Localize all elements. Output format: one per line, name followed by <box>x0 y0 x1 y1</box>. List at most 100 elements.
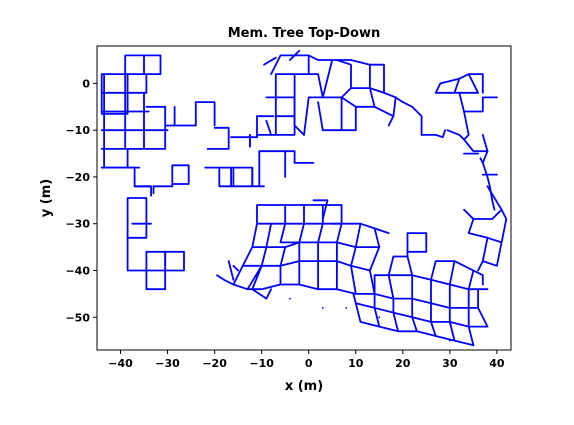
trajectory-segment <box>100 73 129 115</box>
trajectory-segment <box>373 274 395 300</box>
trajectory-segment <box>373 91 397 118</box>
trajectory-segment <box>354 302 475 347</box>
trajectory-segment <box>387 115 395 127</box>
trajectory-segment <box>406 232 428 258</box>
trajectory-segment <box>303 204 324 225</box>
y-tick-label: −10 <box>65 124 90 137</box>
trajectory-segment <box>265 119 273 136</box>
trajectory-segment <box>307 54 334 99</box>
trajectory-segment <box>164 250 185 272</box>
trajectory-segment <box>467 218 489 239</box>
trajectory-segment <box>430 260 456 286</box>
trajectory-segment <box>256 204 287 225</box>
trajectory-segment <box>340 96 357 132</box>
trajectory-segment <box>472 269 484 286</box>
trajectory-segment <box>448 283 470 309</box>
x-tick-label: 20 <box>395 357 411 370</box>
x-axis-ticks: −40 −30 −20 −10 0 10 20 30 40 <box>108 350 505 370</box>
trajectory-segment <box>401 101 423 136</box>
trajectory-segment <box>298 241 320 263</box>
trajectory-segment <box>373 227 390 235</box>
trajectory-segment <box>350 87 376 108</box>
trajectory-segment <box>350 59 371 89</box>
trajectory-segment <box>293 96 305 136</box>
trajectory-segment <box>458 91 465 113</box>
y-tick-label: −20 <box>65 171 90 184</box>
y-axis-label: y (m) <box>39 179 54 217</box>
trajectory-segment <box>446 96 498 141</box>
trajectory-segment <box>251 222 273 249</box>
trajectory-segment <box>232 264 240 272</box>
x-tick-label: 40 <box>489 357 505 370</box>
trajectory-segment <box>270 54 310 75</box>
trajectory-segment <box>467 288 480 309</box>
trajectory-segment <box>448 320 456 342</box>
trajectory-segment <box>303 73 324 136</box>
y-tick-label: −50 <box>65 311 90 324</box>
trajectory-segment <box>392 311 400 333</box>
trajectory-segment <box>394 96 404 103</box>
trajectory-segment <box>467 73 484 94</box>
trajectory-segment <box>453 260 475 291</box>
trajectory-segment <box>479 157 484 164</box>
x-tick-label: −10 <box>249 357 274 370</box>
trajectory-lines <box>100 49 508 347</box>
trajectory-segment <box>194 101 216 127</box>
trajectory-segment <box>420 133 444 139</box>
trajectory-segment <box>463 133 489 153</box>
chart-title: Mem. Tree Top-Down <box>228 26 381 41</box>
trajectory-segment <box>430 320 437 337</box>
trajectory-segment <box>352 292 357 305</box>
trajectory-segment <box>354 302 489 328</box>
y-tick-label: −40 <box>65 264 90 277</box>
trajectory-segment <box>368 63 385 94</box>
trajectory-segment <box>387 255 414 277</box>
trajectory-segment <box>206 126 230 150</box>
trajectory-segment <box>126 197 148 239</box>
trajectory-segment <box>260 246 287 267</box>
y-axis-ticks: 0 −10 −20 −30 −40 −50 <box>65 77 97 324</box>
x-tick-label: 30 <box>442 357 458 370</box>
trajectory-segment <box>463 208 475 220</box>
trajectory-segment <box>312 199 329 220</box>
trajectory-segment <box>279 222 305 244</box>
trajectory-segment <box>467 325 475 347</box>
trajectory-segment <box>227 260 235 281</box>
trajectory-segment <box>284 204 305 225</box>
trajectory-segment <box>486 185 503 211</box>
trajectory-segment <box>145 250 167 272</box>
trajectory-segment <box>251 264 273 300</box>
x-tick-label: −20 <box>202 357 227 370</box>
trajectory-segment <box>274 73 296 99</box>
trajectory-segment <box>263 56 277 66</box>
x-tick-label: 10 <box>348 357 364 370</box>
trajectory-segment <box>218 166 233 188</box>
trajectory-segment <box>258 150 315 164</box>
trajectory-segment <box>288 49 301 61</box>
trajectory-segment <box>279 241 301 267</box>
y-tick-label: 0 <box>82 77 90 90</box>
trajectory-segment <box>317 241 338 263</box>
trajectory-segment <box>354 222 381 249</box>
trajectory-segment <box>477 260 484 272</box>
trajectory-segment <box>350 264 357 295</box>
trajectory-segment <box>373 306 381 328</box>
trajectory-segment <box>216 274 235 286</box>
x-axis-label: x (m) <box>285 379 323 394</box>
trajectory-segment <box>441 129 447 139</box>
trajectory-segment <box>472 208 503 220</box>
trajectory-segment <box>321 204 362 249</box>
trajectory-segment <box>467 306 489 328</box>
trajectory-segment <box>100 166 153 197</box>
trajectory-segment <box>453 73 480 94</box>
trajectory-segment <box>298 222 324 244</box>
trajectory-segment <box>232 264 263 291</box>
y-tick-label: −30 <box>65 218 90 231</box>
trajectory-segment <box>171 164 190 188</box>
trajectory-segment <box>143 54 162 75</box>
trajectory-segment <box>124 54 145 75</box>
trajectory-segment <box>335 246 357 267</box>
trajectory-segment <box>317 96 343 132</box>
trajectory-segment <box>246 283 451 309</box>
